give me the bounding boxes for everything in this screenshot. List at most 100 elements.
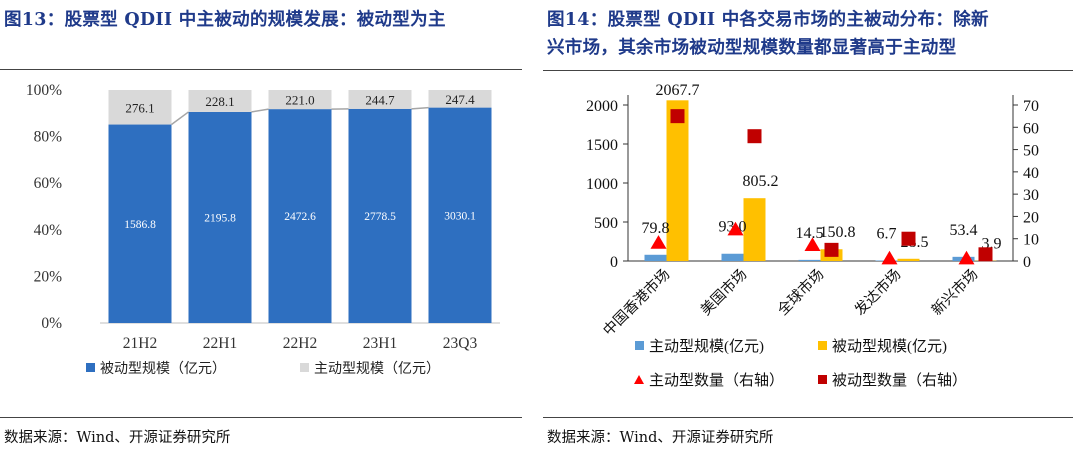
data-label-passive: 3030.1 [444, 210, 476, 222]
bar-active-23H1 [348, 90, 412, 109]
legend-label-passive: 被动型规模（亿元） [100, 361, 226, 377]
legend-label-passive-count: 被动型数量（右轴） [832, 372, 967, 389]
bar-passive-发达市场 [897, 258, 920, 261]
right-figure-number: 图14： [547, 10, 608, 30]
right-figure-title-line1: 股票型 QDII 中各交易市场的主被动分布：除新 [607, 10, 989, 30]
right-source-rule [543, 417, 1073, 418]
right-y-tick-label: 20 [1023, 209, 1039, 226]
marker-passive-count [824, 242, 839, 257]
right-y-tick-label: 40 [1023, 165, 1039, 182]
marker-passive-count [747, 129, 762, 144]
bar-passive-中国香港市场 [666, 100, 689, 261]
marker-active-count [804, 237, 821, 251]
data-label-active: 276.1 [125, 100, 154, 115]
series-connector-line [251, 108, 269, 113]
marker-active-count [881, 250, 898, 265]
marker-passive-count [901, 231, 916, 246]
marker-active-count [958, 250, 975, 265]
x-tick-label: 23Q3 [443, 335, 478, 352]
bar-active-21H2 [108, 90, 172, 125]
data-label-active: 53.4 [950, 222, 978, 239]
bar-passive-23Q3 [428, 107, 492, 323]
right-chart: 0 500 1000 1500 2000 0 10 20 30 40 50 60 70 79.8 2067.… [586, 82, 1039, 389]
y-tick-label: 0% [41, 315, 62, 332]
x-tick-label: 22H2 [283, 335, 317, 352]
left-title-rule [0, 69, 522, 70]
x-tick-label: 22H1 [203, 335, 237, 352]
bar-active-22H1 [188, 90, 252, 112]
data-label-passive: 2472.6 [284, 211, 316, 223]
y-tick-label: 20% [34, 268, 63, 285]
x-tick-label: 发达市场 [851, 266, 904, 319]
left-source-rule [0, 417, 522, 418]
legend-swatch-active-scale [635, 341, 644, 350]
right-figure-title: 图14：股票型 QDII 中各交易市场的主被动分布：除新 兴市场，其余市场被动型… [547, 6, 989, 62]
data-label-passive: 2778.5 [364, 211, 396, 223]
data-label-passive: 1586.8 [124, 219, 156, 231]
left-y-tick-label: 0 [610, 254, 618, 271]
right-y-tick-label: 30 [1023, 187, 1039, 204]
marker-passive-count [978, 247, 993, 262]
data-label-active: 6.7 [877, 225, 897, 242]
right-y-tick-label: 60 [1023, 120, 1039, 137]
series-connector-line [411, 106, 429, 110]
legend-swatch-active-count [634, 375, 644, 384]
bar-active-美国市场 [721, 253, 744, 261]
left-y-tick-label: 500 [594, 215, 618, 232]
x-tick-label: 全球市场 [774, 265, 828, 319]
bar-passive-21H2 [108, 124, 172, 323]
y-tick-label: 80% [34, 129, 63, 146]
right-figure-title-line2: 兴市场，其余市场被动型规模数量都显著高于主动型 [547, 38, 957, 58]
bar-passive-22H1 [188, 111, 252, 323]
y-tick-label: 100% [26, 82, 62, 99]
left-y-tick-label: 2000 [586, 98, 618, 115]
bar-active-中国香港市场 [644, 254, 667, 261]
data-label-active: 14.5 [796, 225, 824, 242]
left-figure-title-text: 股票型 QDII 中主被动的规模发展：被动型为主 [64, 10, 446, 30]
data-label-passive: 2067.7 [656, 82, 700, 99]
left-y-tick-label: 1500 [586, 137, 618, 154]
data-label-active: 247.4 [445, 92, 475, 107]
marker-active-count [650, 235, 667, 249]
x-tick-label: 中国香港市场 [600, 266, 674, 340]
x-tick-label: 23H1 [363, 335, 397, 352]
data-label-passive: 150.8 [820, 224, 856, 241]
right-y-tick-label: 50 [1023, 143, 1039, 160]
legend-label-passive-scale: 被动型规模(亿元) [832, 338, 947, 355]
x-tick-label: 新兴市场 [928, 266, 981, 319]
data-label-passive: 805.2 [743, 173, 779, 190]
data-label-active: 221.0 [285, 93, 314, 108]
right-y-tick-label: 70 [1023, 98, 1039, 115]
data-label-passive: 2195.8 [204, 212, 236, 224]
legend-swatch-active [300, 363, 309, 372]
legend-swatch-passive-count [818, 375, 827, 384]
right-y-tick-label: 10 [1023, 232, 1039, 249]
left-source: 数据来源：Wind、开源证券研究所 [4, 430, 231, 446]
left-figure: 图13：股票型 QDII 中主被动的规模发展：被动型为主 0% 20% 40% 60%… [0, 0, 530, 455]
right-y-tick-label: 0 [1023, 254, 1031, 271]
data-label-active: 228.1 [205, 94, 234, 109]
y-tick-label: 60% [34, 175, 63, 192]
data-label-active: 244.7 [365, 92, 395, 107]
legend-swatch-passive [86, 363, 95, 372]
right-title-rule [543, 70, 1073, 71]
series-connector-line [171, 111, 189, 126]
legend-label-active-count: 主动型数量（右轴） [649, 372, 784, 389]
right-source: 数据来源：Wind、开源证券研究所 [547, 430, 774, 446]
bar-passive-美国市场 [743, 198, 766, 261]
data-label-active: 79.8 [642, 220, 670, 237]
left-figure-title: 图13：股票型 QDII 中主被动的规模发展：被动型为主 [4, 6, 446, 34]
bar-active-全球市场 [798, 259, 821, 261]
left-figure-number: 图13： [4, 10, 65, 30]
right-figure: 图14：股票型 QDII 中各交易市场的主被动分布：除新 兴市场，其余市场被动型… [543, 0, 1080, 455]
y-tick-label: 40% [34, 222, 63, 239]
bar-active-22H2 [268, 90, 332, 110]
marker-passive-count [670, 109, 685, 124]
legend-label-active-scale: 主动型规模(亿元) [649, 338, 764, 355]
x-tick-label: 美国市场 [697, 266, 750, 319]
x-tick-label: 21H2 [123, 335, 157, 352]
bar-active-23Q3 [428, 90, 492, 108]
marker-active-count [727, 221, 744, 236]
bar-passive-22H2 [268, 109, 332, 323]
legend-swatch-passive-scale [818, 341, 827, 350]
